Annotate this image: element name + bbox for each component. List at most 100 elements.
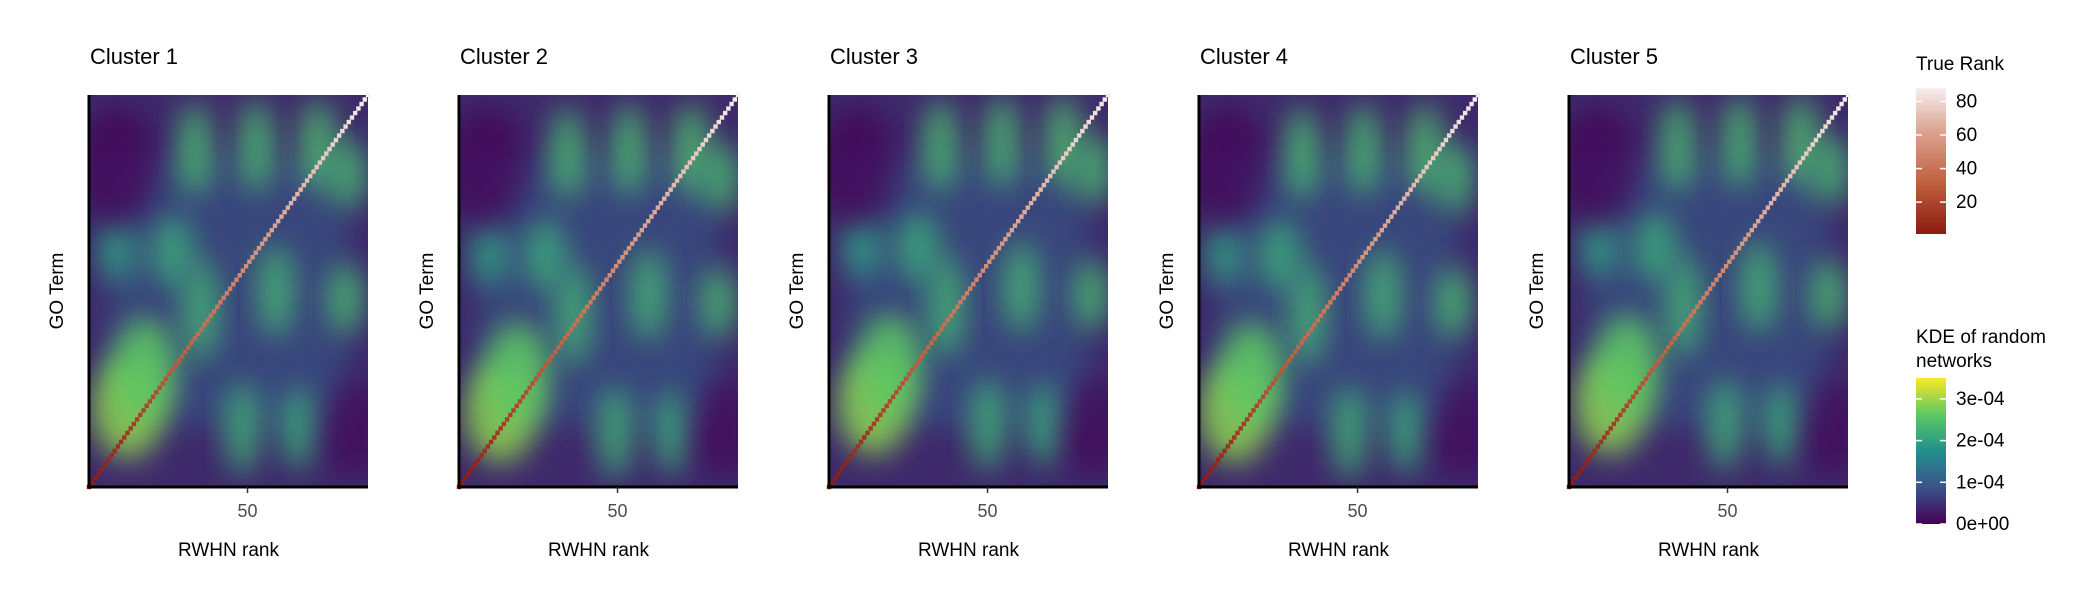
true-rank-point bbox=[1251, 408, 1256, 413]
true-rank-point bbox=[1743, 236, 1748, 242]
kde-blob bbox=[844, 217, 881, 279]
true-rank-point bbox=[96, 471, 101, 476]
true-rank-point bbox=[1028, 200, 1034, 206]
true-rank-point bbox=[1845, 92, 1851, 98]
true-rank-point bbox=[1653, 363, 1658, 368]
kde-dark-region bbox=[1804, 378, 1848, 479]
true-rank-point bbox=[485, 444, 491, 449]
true-rank-point bbox=[1270, 381, 1275, 386]
true-rank-point bbox=[1666, 345, 1671, 350]
legend-true-rank-tick-label: 80 bbox=[1956, 91, 1977, 112]
true-rank-point bbox=[479, 453, 484, 458]
true-rank-point bbox=[186, 345, 191, 350]
true-rank-point bbox=[639, 227, 644, 233]
true-rank-point bbox=[1392, 209, 1397, 215]
true-rank-point bbox=[1469, 101, 1474, 107]
true-rank-point bbox=[732, 97, 737, 102]
true-rank-point bbox=[662, 196, 667, 201]
true-rank-point bbox=[533, 376, 539, 382]
true-rank-point bbox=[106, 457, 111, 463]
true-rank-point bbox=[1086, 119, 1091, 125]
true-rank-point bbox=[211, 309, 217, 314]
panel-title: Cluster 3 bbox=[830, 44, 918, 69]
true-rank-point bbox=[1105, 92, 1111, 98]
true-rank-point bbox=[1257, 399, 1263, 404]
y-axis-label: GO Term bbox=[47, 253, 68, 330]
true-rank-point bbox=[1775, 191, 1780, 197]
true-rank-point bbox=[1695, 304, 1700, 309]
kde-blob bbox=[652, 391, 690, 473]
kde-dark-region bbox=[829, 105, 897, 226]
true-rank-point bbox=[1315, 318, 1320, 323]
true-rank-point bbox=[314, 164, 319, 170]
true-rank-point bbox=[1073, 137, 1079, 143]
kde-blob bbox=[484, 322, 551, 425]
true-rank-point bbox=[327, 146, 332, 152]
legend-true-rank-tick-label: 20 bbox=[1956, 192, 1977, 213]
kde-blob bbox=[1633, 212, 1678, 284]
true-rank-point bbox=[1430, 155, 1436, 161]
true-rank-point bbox=[1576, 471, 1581, 476]
true-rank-point bbox=[1605, 430, 1610, 436]
kde-blob bbox=[471, 225, 508, 287]
kde-dark-region bbox=[1434, 378, 1478, 479]
true-rank-point bbox=[1573, 475, 1578, 481]
true-rank-point bbox=[1009, 227, 1014, 233]
true-rank-point bbox=[536, 372, 542, 377]
true-rank-point bbox=[1791, 169, 1796, 174]
true-rank-point bbox=[1200, 480, 1205, 485]
true-rank-point bbox=[916, 358, 921, 364]
true-rank-point bbox=[1752, 223, 1758, 228]
true-rank-point bbox=[282, 209, 287, 215]
true-rank-point bbox=[868, 426, 873, 431]
true-rank-point bbox=[887, 399, 893, 404]
true-rank-point bbox=[585, 304, 590, 309]
true-rank-point bbox=[340, 128, 345, 134]
true-rank-point bbox=[1096, 106, 1101, 111]
true-rank-point bbox=[1092, 110, 1098, 116]
true-rank-point bbox=[93, 475, 98, 481]
true-rank-point bbox=[1739, 241, 1745, 246]
true-rank-point bbox=[356, 106, 361, 111]
true-rank-point bbox=[980, 268, 986, 273]
true-rank-point bbox=[352, 110, 358, 116]
true-rank-point bbox=[996, 245, 1002, 251]
true-rank-point bbox=[1586, 457, 1591, 463]
true-rank-point bbox=[1411, 182, 1417, 188]
true-rank-point bbox=[1836, 106, 1841, 111]
true-rank-point bbox=[903, 376, 909, 382]
true-rank-point bbox=[1453, 124, 1458, 129]
x-tick-label: 50 bbox=[238, 501, 258, 521]
true-rank-point bbox=[636, 232, 641, 237]
true-rank-point bbox=[1209, 466, 1215, 472]
x-axis-label: RWHN rank bbox=[1288, 540, 1389, 561]
true-rank-point bbox=[1057, 160, 1063, 165]
kde-blob bbox=[549, 107, 586, 200]
true-rank-point bbox=[1717, 273, 1722, 278]
true-rank-point bbox=[1759, 214, 1764, 219]
true-rank-point bbox=[308, 173, 313, 179]
true-rank-point bbox=[520, 394, 526, 400]
y-axis-label: GO Term bbox=[1527, 253, 1548, 330]
true-rank-point bbox=[1704, 291, 1710, 296]
kde-dark-region bbox=[459, 105, 527, 226]
true-rank-point bbox=[836, 471, 841, 476]
true-rank-point bbox=[472, 462, 478, 467]
true-rank-point bbox=[1219, 453, 1224, 458]
kde-blob bbox=[611, 104, 648, 196]
true-rank-point bbox=[1228, 439, 1234, 445]
true-rank-point bbox=[1235, 430, 1240, 436]
true-rank-point bbox=[183, 349, 188, 355]
true-rank-point bbox=[830, 480, 835, 485]
true-rank-point bbox=[1267, 385, 1272, 391]
true-rank-point bbox=[498, 426, 503, 431]
true-rank-point bbox=[1816, 133, 1822, 138]
panel-title: Cluster 5 bbox=[1570, 44, 1658, 69]
panel-cluster-1: 50 Cluster 1 RWHN rank GO Term bbox=[47, 44, 371, 561]
true-rank-point bbox=[1225, 444, 1231, 449]
true-rank-point bbox=[495, 430, 500, 436]
true-rank-point bbox=[295, 191, 300, 197]
true-rank-point bbox=[131, 421, 137, 427]
true-rank-point bbox=[668, 187, 673, 192]
legend-kde-tick-label: 3e-04 bbox=[1956, 389, 2005, 410]
